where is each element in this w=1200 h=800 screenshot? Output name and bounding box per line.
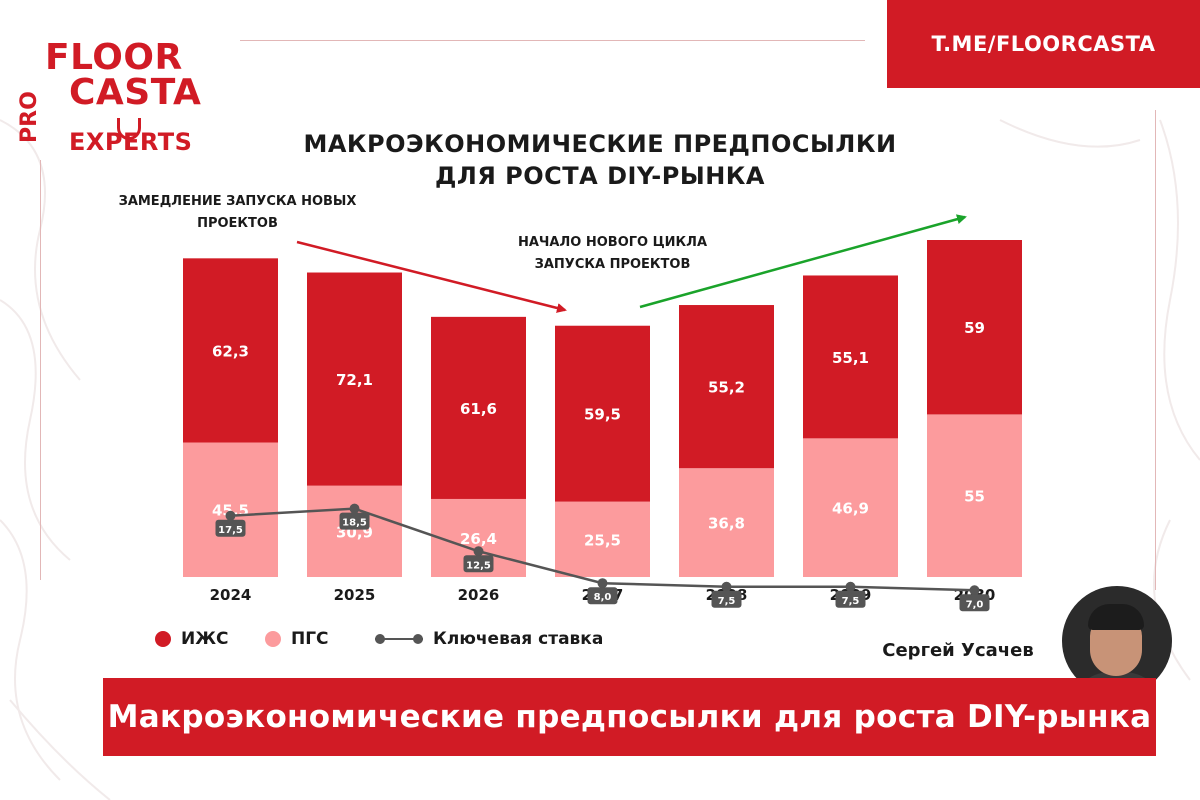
- telegram-channel-link[interactable]: T.ME/FLOORCASTA: [887, 0, 1200, 88]
- key-rate-label-2027: 8,0: [594, 592, 612, 603]
- key-rate-point-2026: [473, 546, 484, 557]
- key-rate-label-2026: 12,5: [466, 560, 491, 571]
- key-rate-point-2024: [225, 510, 236, 521]
- label-izhs-2028: 55,2: [708, 379, 745, 397]
- label-izhs-2030: 59: [964, 319, 985, 337]
- chart-legend: ИЖС ПГС Ключевая ставка: [155, 626, 715, 652]
- label-izhs-2029: 55,1: [832, 349, 869, 367]
- bar-pgs-2025: [307, 485, 402, 577]
- legend-item-pgs: ПГС: [265, 626, 329, 652]
- bar-pgs-2028: [679, 468, 774, 577]
- annotation-slowdown: ЗАМЕДЛЕНИЕ ЗАПУСКА НОВЫХ ПРОЕКТОВ: [118, 194, 357, 231]
- key-rate-label-2024: 17,5: [218, 525, 243, 536]
- key-rate-badge-2028: [711, 590, 742, 608]
- key-rate-point-2028: [721, 581, 732, 592]
- bar-pgs-2027: [555, 501, 650, 577]
- label-izhs-2027: 59,5: [584, 406, 621, 424]
- legend-dot-izhs-icon: [155, 631, 171, 647]
- bar-izhs-2029: [803, 275, 898, 439]
- floorcasta-logo: FLOOR CASTA PRO EXPERTS: [17, 37, 220, 160]
- left-divider: [40, 160, 41, 580]
- bar-izhs-2024: [183, 258, 278, 443]
- chart-title-line-1: МАКРОЭКОНОМИЧЕСКИЕ ПРЕДПОСЫЛКИ: [303, 130, 897, 158]
- key-rate-label-2025: 18,5: [342, 518, 367, 529]
- top-divider: [240, 40, 865, 41]
- microphone-icon: [117, 118, 141, 140]
- label-pgs-2030: 55: [964, 488, 985, 506]
- key-rate-badge-2027: [587, 587, 618, 605]
- annotation-new-cycle: НАЧАЛО НОВОГО ЦИКЛА ЗАПУСКА ПРОЕКТОВ: [517, 235, 708, 272]
- label-pgs-2026: 26,4: [460, 530, 497, 548]
- logo-word-casta: CASTA: [69, 72, 202, 113]
- logo-word-floor: FLOOR: [45, 37, 183, 78]
- bar-izhs-2030: [927, 240, 1022, 415]
- key-rate-badge-2029: [835, 590, 866, 608]
- legend-item-key-rate: Ключевая ставка: [375, 626, 603, 652]
- legend-label-izhs: ИЖС: [181, 629, 229, 649]
- bar-pgs-2024: [183, 442, 278, 577]
- key-rate-label-2029: 7,5: [842, 596, 860, 607]
- label-pgs-2027: 25,5: [584, 531, 621, 549]
- x-tick-2026: 2026: [458, 586, 500, 604]
- key-rate-badge-2026: [463, 555, 494, 573]
- key-rate-label-2028: 7,5: [718, 596, 736, 607]
- key-rate-badge-2030: [959, 594, 990, 612]
- label-pgs-2028: 36,8: [708, 515, 745, 533]
- key-rate-point-2030: [969, 585, 980, 596]
- x-tick-2025: 2025: [334, 586, 376, 604]
- key-rate-point-2027: [597, 578, 608, 589]
- label-izhs-2024: 62,3: [212, 342, 249, 360]
- legend-label-pgs: ПГС: [291, 629, 329, 649]
- bar-izhs-2026: [431, 316, 526, 499]
- label-izhs-2025: 72,1: [336, 371, 373, 389]
- growth-arrow: [639, 214, 967, 309]
- legend-dot-pgs-icon: [265, 631, 281, 647]
- microphone-stand-icon: [127, 140, 130, 148]
- bar-izhs-2025: [307, 272, 402, 486]
- bar-izhs-2028: [679, 305, 774, 469]
- logo-word-experts: EXPERTS: [69, 128, 193, 156]
- label-pgs-2029: 46,9: [832, 500, 869, 518]
- legend-item-izhs: ИЖС: [155, 626, 229, 652]
- legend-line-key-rate-icon: [375, 633, 423, 645]
- key-rate-point-2029: [845, 581, 856, 592]
- bar-pgs-2030: [927, 414, 1022, 577]
- chart-title: МАКРОЭКОНОМИЧЕСКИЕ ПРЕДПОСЫЛКИ ДЛЯ РОСТА…: [230, 128, 970, 192]
- key-rate-badge-2024: [215, 519, 246, 537]
- author-name: Сергей Усачев: [858, 630, 1058, 670]
- bottom-banner: Макроэкономические предпосылки для роста…: [103, 678, 1156, 756]
- key-rate-label-2030: 7,0: [966, 599, 984, 610]
- bar-izhs-2027: [555, 325, 650, 502]
- right-divider: [1155, 110, 1156, 590]
- label-izhs-2026: 61,6: [460, 400, 497, 418]
- bar-pgs-2029: [803, 438, 898, 577]
- key-rate-badge-2025: [339, 512, 370, 530]
- legend-label-key-rate: Ключевая ставка: [433, 629, 604, 649]
- chart-title-line-2: ДЛЯ РОСТА DIY-РЫНКА: [435, 162, 765, 190]
- key-rate-point-2025: [349, 503, 360, 514]
- x-tick-2024: 2024: [210, 586, 252, 604]
- slowdown-arrow: [296, 240, 567, 313]
